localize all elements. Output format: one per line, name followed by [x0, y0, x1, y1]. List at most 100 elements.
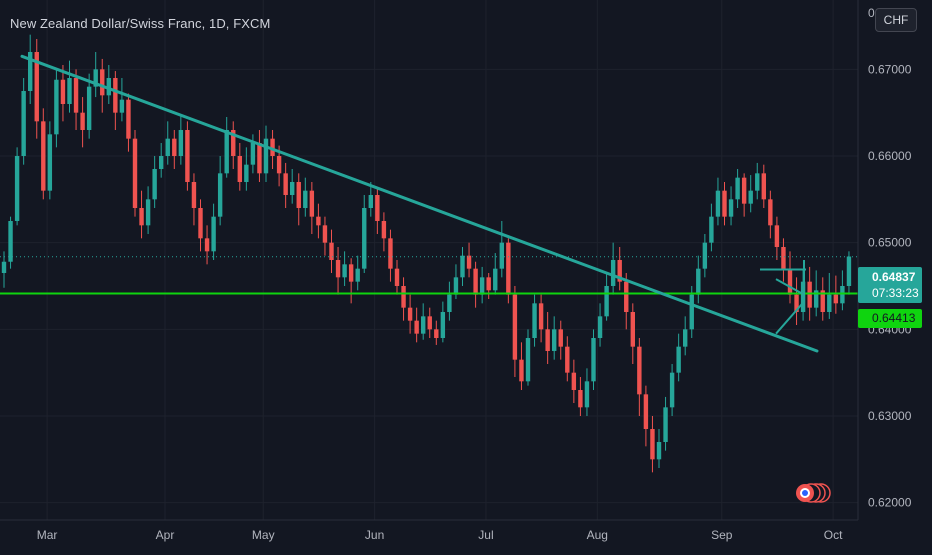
candle — [211, 203, 216, 260]
candle — [519, 342, 524, 390]
candle — [172, 130, 177, 169]
candle — [728, 186, 734, 226]
candle — [493, 253, 498, 295]
candle — [473, 261, 478, 308]
candle — [139, 190, 144, 239]
x-tick-label: May — [252, 528, 275, 542]
y-tick-label: 0.62000 — [868, 496, 912, 510]
candle — [159, 143, 164, 178]
x-tick-label: Jun — [365, 528, 384, 542]
candle — [741, 173, 747, 217]
candle — [486, 273, 491, 299]
candle — [257, 130, 262, 182]
candle — [552, 316, 557, 360]
candle — [840, 270, 845, 311]
candle — [381, 212, 387, 252]
candle — [14, 147, 20, 226]
candle — [178, 114, 184, 165]
candle — [715, 177, 721, 226]
candle — [8, 216, 13, 269]
triangle-pattern[interactable] — [760, 260, 806, 335]
candle — [722, 182, 727, 226]
candle — [447, 281, 452, 321]
candle — [198, 199, 203, 252]
last-price-label: 0.64837 — [872, 270, 916, 284]
candle — [558, 320, 563, 360]
candle — [93, 52, 98, 98]
price-axis[interactable]: 0.670000.660000.650000.640000.630000.620… — [868, 6, 912, 510]
currency-button[interactable]: CHF — [875, 8, 917, 32]
candle — [21, 78, 26, 165]
candle — [761, 164, 766, 208]
x-tick-label: Aug — [587, 528, 608, 542]
candle — [394, 260, 400, 295]
candle — [702, 234, 708, 278]
candle — [781, 238, 786, 282]
candle — [283, 162, 288, 208]
candle — [290, 169, 295, 204]
candle — [794, 277, 799, 325]
candle — [421, 303, 426, 340]
candle — [525, 329, 531, 386]
candle — [217, 156, 223, 226]
candle — [787, 251, 793, 304]
candle — [774, 216, 780, 260]
candle — [538, 294, 544, 343]
candle — [67, 60, 72, 113]
candle — [303, 177, 308, 217]
candle — [362, 195, 367, 273]
countdown-label: 07:33:23 — [872, 286, 919, 300]
candle — [512, 286, 518, 377]
candle — [820, 277, 825, 321]
candle — [60, 65, 66, 122]
candle — [532, 294, 537, 347]
candle — [224, 117, 229, 178]
candle — [689, 286, 694, 338]
candle — [617, 247, 622, 291]
candle — [506, 238, 511, 304]
candle — [565, 336, 570, 382]
trendline[interactable] — [20, 54, 819, 353]
candles — [1, 34, 852, 473]
candle — [833, 275, 839, 314]
candle — [322, 216, 328, 256]
candle — [113, 71, 118, 130]
candle — [768, 190, 773, 239]
candle — [231, 121, 236, 169]
candle — [401, 277, 406, 321]
candle — [47, 121, 53, 200]
x-tick-label: Apr — [156, 528, 175, 542]
candle — [152, 156, 157, 208]
candle — [34, 39, 39, 139]
candle — [191, 173, 197, 226]
candle — [204, 225, 210, 265]
candle — [335, 247, 341, 295]
candle — [126, 93, 131, 152]
candle — [41, 108, 46, 200]
candle — [427, 307, 432, 338]
support-level-badge: 0.64413 — [858, 309, 922, 328]
y-tick-label: 0.65000 — [868, 236, 912, 250]
events-icon[interactable] — [796, 483, 831, 503]
candle — [637, 338, 642, 416]
candle — [165, 121, 170, 165]
time-axis[interactable]: MarAprMayJunJulAugSepOctNo — [37, 528, 932, 542]
x-tick-label: Jul — [478, 528, 493, 542]
candle — [846, 251, 852, 295]
drawings — [0, 54, 858, 353]
candle — [440, 301, 446, 343]
candle — [348, 258, 354, 304]
x-tick-label: Oct — [824, 528, 843, 542]
candle — [407, 294, 413, 334]
candle — [316, 203, 321, 239]
candle — [244, 147, 249, 191]
last-price-badge: 0.64837 07:33:23 — [858, 267, 922, 303]
candle — [119, 78, 125, 122]
candle — [1, 251, 7, 288]
candle — [185, 121, 190, 191]
candle — [735, 169, 740, 208]
candle — [610, 242, 616, 295]
candle — [696, 255, 701, 304]
